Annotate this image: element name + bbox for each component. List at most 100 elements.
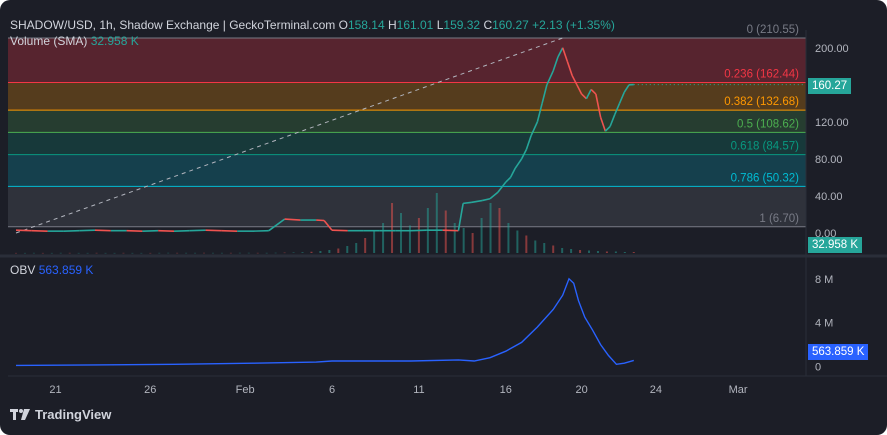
volume-bar — [238, 252, 241, 254]
close-value: 160.27 — [492, 18, 529, 32]
price-segment — [585, 89, 592, 100]
volume-bar — [185, 252, 188, 254]
fib-level-label: 0.618 (84.57) — [731, 141, 800, 153]
price-segment — [489, 191, 499, 200]
volume-bar — [534, 240, 537, 253]
volume-bar — [355, 243, 358, 253]
obv-tag: 563.859 K — [808, 344, 869, 360]
price-segment — [557, 47, 564, 58]
open-value: 158.14 — [347, 18, 385, 32]
volume-bar — [203, 252, 206, 254]
volume-bar — [516, 230, 519, 253]
price-tick-label: 80.00 — [815, 154, 843, 166]
trend-line[interactable] — [15, 37, 563, 234]
volume-bar — [453, 223, 456, 253]
volume-bar — [382, 223, 385, 253]
obv-series — [15, 277, 634, 367]
price-segment — [323, 219, 333, 231]
price-segment — [609, 114, 616, 127]
time-tick-label: 24 — [650, 384, 662, 396]
change-value: +2.13 (+1.35%) — [532, 18, 615, 32]
volume-bar — [41, 252, 44, 254]
fibonacci-retracement[interactable]: 0 (210.55) 0.236 (162.44) 0.382 (132.68) 0.… — [8, 24, 806, 228]
volume-bar — [579, 250, 582, 253]
fib-zone-4 — [8, 154, 806, 187]
fib-level-label: 1 (6.70) — [759, 213, 799, 225]
time-tick-label: 6 — [329, 384, 335, 396]
volume-bar — [220, 252, 223, 254]
fib-zone-5 — [8, 186, 806, 227]
volume-bar — [211, 252, 214, 254]
volume-bar — [337, 248, 340, 253]
volume-bar — [149, 252, 152, 254]
volume-bar — [292, 252, 295, 253]
price-tick-label: 120.00 — [815, 117, 849, 129]
volume-bar — [77, 252, 80, 254]
volume-bar — [86, 252, 89, 254]
obv-line — [15, 277, 634, 367]
price-segment — [604, 125, 611, 132]
price-segment — [618, 91, 626, 104]
volume-bar — [68, 252, 71, 254]
volume-bar — [507, 223, 510, 253]
price-segment — [599, 116, 607, 132]
volume-bar — [543, 243, 546, 253]
fib-zone-2 — [8, 110, 806, 133]
price-segment — [590, 88, 597, 95]
volume-bar — [525, 235, 528, 253]
time-tick-label: 11 — [413, 384, 424, 396]
volume-bar — [59, 252, 62, 254]
volume-bar — [444, 210, 447, 253]
volume-bar — [247, 252, 250, 254]
price-segment — [541, 84, 548, 104]
tradingview-brand[interactable]: TradingView — [10, 407, 111, 422]
price-segment — [530, 121, 539, 137]
low-value: 159.32 — [443, 18, 481, 32]
dashed-trend-line[interactable] — [15, 37, 563, 234]
price-series — [15, 47, 806, 232]
volume-bar — [498, 208, 501, 253]
price-segment — [566, 61, 573, 76]
price-segment — [623, 84, 630, 93]
obv-tick-label: 8 M — [815, 274, 833, 286]
volume-bar — [274, 252, 277, 254]
volume-bar — [113, 252, 116, 254]
brand-name: TradingView — [35, 407, 112, 422]
volume-bar — [605, 251, 608, 253]
fib-level-label: 0 (210.55) — [747, 24, 800, 36]
volume-legend-label: Volume (SMA) — [10, 34, 88, 48]
time-tick-label: 21 — [49, 384, 61, 396]
volume-bar — [131, 252, 134, 254]
price-segment — [581, 93, 587, 100]
fib-zone-3 — [8, 132, 806, 155]
volume-bar — [158, 252, 161, 254]
volume-bar — [408, 225, 411, 253]
price-tag: 160.27 — [808, 78, 852, 94]
volume-bar — [167, 252, 170, 254]
volume-bar — [283, 252, 286, 254]
obv-tick-label: 0 — [815, 362, 821, 374]
volume-bar — [364, 238, 367, 253]
volume-bar — [552, 245, 555, 253]
price-segment — [463, 201, 472, 205]
time-tick-label: Mar — [729, 384, 748, 396]
volume-bar — [310, 251, 313, 253]
high-label: H — [387, 18, 397, 32]
volume-bar — [570, 249, 573, 253]
price-tick-label: 40.00 — [815, 191, 843, 203]
volume-bar — [561, 248, 564, 253]
price-segment — [595, 93, 602, 118]
volume-bar — [23, 252, 26, 254]
volume-bar — [194, 252, 197, 254]
volume-bar — [122, 252, 125, 254]
time-tick-label: 26 — [144, 384, 156, 396]
price-segment — [571, 75, 578, 86]
price-segment — [552, 56, 559, 72]
volume-bar — [176, 252, 179, 254]
close-label: C — [483, 18, 493, 32]
volume-bar — [140, 252, 143, 254]
price-segment — [536, 103, 543, 123]
